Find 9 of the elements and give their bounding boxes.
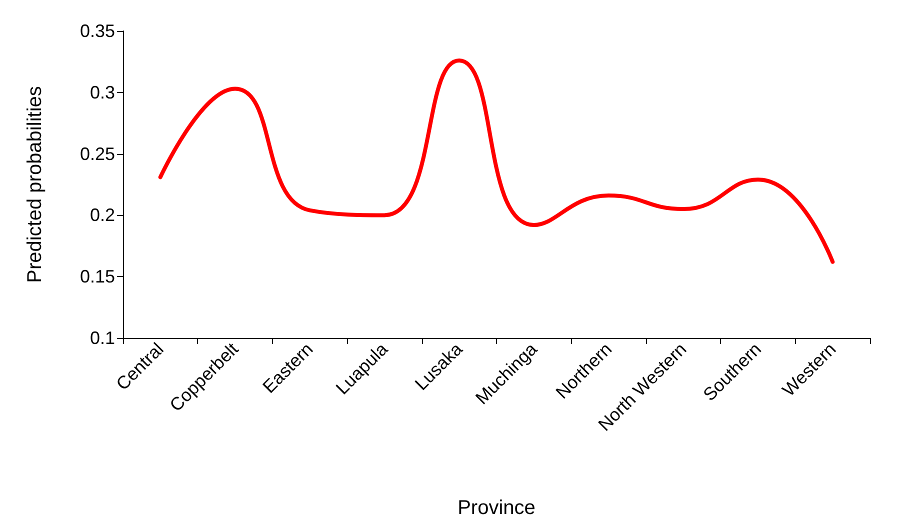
y-tick-label: 0.15 — [80, 266, 115, 287]
line-series — [158, 58, 835, 264]
y-tick-label: 0.1 — [90, 328, 115, 348]
y-axis-title: Predicted probabilities — [24, 86, 46, 283]
y-tick-label: 0.2 — [90, 205, 115, 226]
x-axis-title: Province — [458, 497, 536, 519]
y-tick-label: 0.25 — [80, 144, 115, 164]
y-tick-label: 0.35 — [80, 21, 115, 41]
y-tick-label: 0.3 — [90, 82, 115, 102]
